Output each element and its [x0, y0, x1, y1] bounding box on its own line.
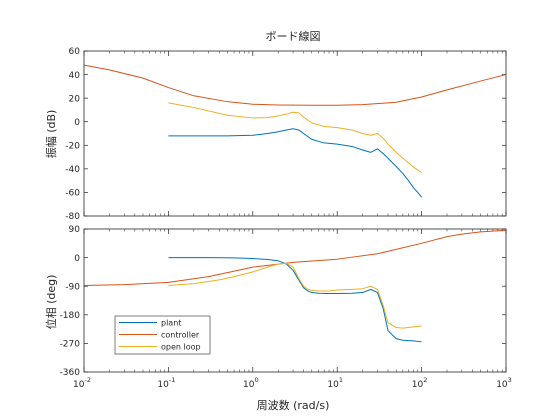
y-tick-label: -80: [65, 212, 80, 222]
phase-panel: 位相 (deg) 周波数 (rad/s) 900-90-180-270-3601…: [44, 225, 512, 412]
y-tick-label: -270: [60, 340, 81, 350]
x-tick-label: 10-2: [73, 376, 91, 390]
legend-label-plant: plant: [161, 319, 181, 328]
y-tick-label: 90: [69, 225, 81, 235]
x-tick-label: 10-1: [157, 376, 175, 390]
magnitude-series: [83, 64, 507, 198]
magnitude-axes-frame: [83, 50, 507, 217]
phase-series: [83, 229, 507, 343]
legend: plant controller open loop: [114, 315, 211, 355]
y-tick-label: -90: [65, 282, 80, 292]
series-line-controller: [83, 64, 507, 106]
phase-axes-frame: [83, 228, 507, 373]
magnitude-y-axis-label: 振幅 (dB): [44, 110, 58, 159]
y-tick-label: -360: [60, 368, 81, 378]
x-tick-label: 102: [412, 376, 428, 390]
x-tick-label: 100: [243, 376, 259, 390]
legend-label-controller: controller: [161, 331, 200, 340]
x-tick-label: 103: [496, 376, 512, 390]
y-tick-label: 20: [69, 94, 81, 104]
series-line-plant: [168, 257, 422, 343]
series-line-controller: [83, 229, 507, 287]
x-axis-label: 周波数 (rad/s): [257, 399, 330, 412]
legend-label-open-loop: open loop: [161, 343, 201, 352]
y-tick-label: -180: [60, 311, 81, 321]
y-tick-label: 0: [74, 254, 80, 264]
y-tick-label: -60: [65, 189, 80, 199]
y-tick-label: 40: [69, 71, 81, 81]
series-line-open-loop: [168, 102, 422, 173]
magnitude-panel: ボード線図 振幅 (dB) 60 40 20 0 -20 -40 -60 -80: [44, 29, 507, 222]
y-tick-label: 60: [69, 47, 81, 57]
chart-title: ボード線図: [266, 29, 321, 43]
phase-y-axis-label: 位相 (deg): [44, 275, 58, 330]
y-tick-label: -40: [65, 165, 80, 175]
x-tick-label: 101: [327, 376, 343, 390]
y-tick-label: -20: [65, 141, 80, 151]
series-line-plant: [168, 128, 422, 198]
series-line-open-loop: [168, 262, 422, 329]
y-tick-label: 0: [74, 118, 80, 128]
